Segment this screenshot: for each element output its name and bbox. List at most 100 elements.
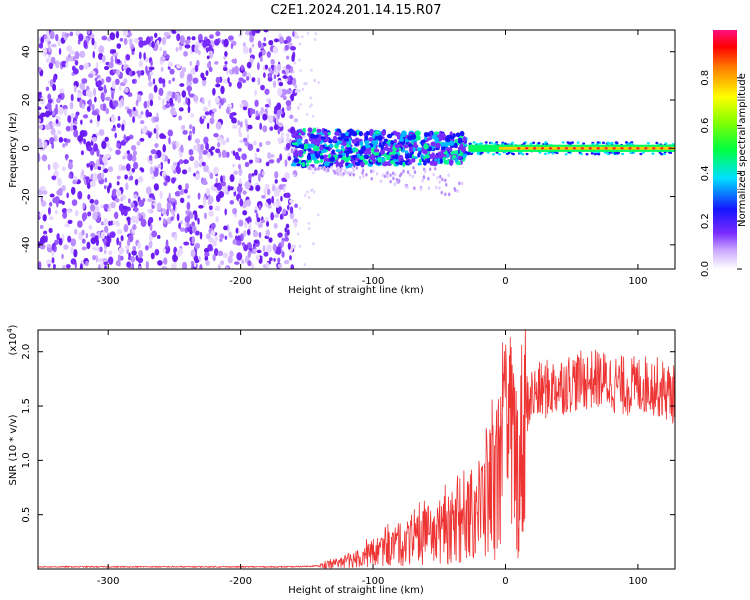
noise-blob: [212, 108, 217, 113]
noise-blob: [271, 195, 275, 204]
noise-blob: [251, 43, 255, 48]
colorbar-label: Normalized spectral amplitude: [737, 73, 748, 227]
noise-blob: [151, 175, 156, 180]
noise-blob: [67, 219, 73, 224]
noise-blob: [225, 151, 230, 158]
noise-blob: [101, 55, 106, 63]
noise-blob: [98, 45, 105, 54]
noise-blob: [313, 79, 317, 83]
line-blob: [660, 152, 664, 156]
noise-blob: [238, 219, 244, 227]
band-blob: [440, 190, 443, 195]
noise-blob: [131, 70, 136, 76]
band-blob: [432, 154, 439, 159]
noise-blob: [161, 98, 165, 106]
noise-blob: [154, 248, 160, 256]
noise-blob: [237, 147, 242, 152]
noise-blob: [246, 133, 250, 140]
noise-blob: [266, 188, 271, 196]
noise-blob: [208, 210, 214, 217]
band-blob: [310, 166, 313, 170]
line-blob: [597, 153, 601, 156]
noise-blob: [298, 42, 302, 46]
noise-blob: [115, 189, 122, 197]
noise-blob: [126, 239, 131, 247]
noise-blob: [205, 70, 209, 76]
noise-blob: [49, 193, 55, 198]
noise-blob: [39, 97, 45, 105]
noise-blob: [223, 67, 228, 71]
noise-blob: [48, 62, 54, 70]
noise-blob: [283, 236, 289, 242]
noise-blob: [289, 126, 296, 135]
noise-blob: [67, 115, 72, 123]
noise-blob: [273, 38, 280, 43]
noise-blob: [96, 74, 101, 79]
noise-blob: [175, 141, 180, 148]
band-blob: [454, 188, 457, 192]
noise-blob: [114, 132, 117, 139]
band-blob: [406, 170, 410, 174]
noise-blob: [296, 35, 300, 39]
noise-blob: [221, 181, 226, 187]
line-blob: [464, 151, 468, 154]
noise-blob: [70, 93, 74, 102]
noise-blob: [47, 163, 51, 171]
noise-blob: [96, 114, 101, 122]
band-blob: [296, 138, 303, 142]
noise-blob: [74, 120, 78, 125]
noise-blob: [242, 106, 248, 111]
noise-blob: [306, 113, 309, 117]
noise-blob: [147, 81, 153, 87]
band-blob: [351, 165, 355, 170]
noise-blob: [116, 43, 122, 49]
noise-blob: [274, 179, 278, 184]
noise-blob: [275, 69, 279, 76]
noise-blob: [201, 76, 207, 81]
spectrogram-y-label: Frequency (Hz): [8, 112, 19, 188]
noise-blob: [38, 42, 44, 49]
noise-blob: [117, 115, 121, 121]
band-blob: [342, 140, 347, 147]
noise-blob: [264, 64, 269, 70]
noise-blob: [163, 181, 168, 187]
noise-blob: [214, 233, 218, 242]
noise-blob: [62, 211, 68, 219]
noise-blob: [130, 215, 137, 224]
band-blob: [373, 148, 380, 153]
noise-blob: [96, 159, 100, 166]
line-blob: [579, 152, 583, 156]
line-blob: [662, 152, 666, 156]
band-blob: [383, 138, 388, 143]
band-blob: [335, 149, 342, 153]
noise-blob: [214, 183, 219, 188]
noise-blob: [130, 145, 137, 151]
noise-blob: [124, 174, 129, 180]
noise-blob: [128, 198, 131, 204]
band-blob: [438, 186, 441, 190]
noise-blob: [190, 249, 196, 258]
noise-blob: [286, 229, 290, 236]
line-blob: [621, 152, 625, 156]
noise-blob: [70, 258, 77, 265]
noise-blob: [179, 35, 185, 44]
noise-blob: [100, 231, 105, 240]
noise-blob: [266, 221, 270, 227]
noise-blob: [136, 141, 141, 146]
noise-blob: [267, 198, 272, 205]
noise-blob: [261, 194, 266, 199]
noise-blob: [281, 131, 284, 139]
noise-blob: [154, 32, 158, 39]
noise-blob: [97, 80, 102, 87]
noise-blob: [86, 176, 89, 185]
noise-blob: [304, 193, 307, 197]
noise-blob: [66, 45, 73, 52]
noise-blob: [172, 77, 175, 82]
noise-blob: [80, 119, 83, 125]
noise-blob: [224, 235, 228, 240]
noise-blob: [56, 97, 61, 104]
noise-blob: [39, 185, 46, 191]
noise-blob: [277, 232, 283, 238]
noise-blob: [192, 77, 199, 84]
